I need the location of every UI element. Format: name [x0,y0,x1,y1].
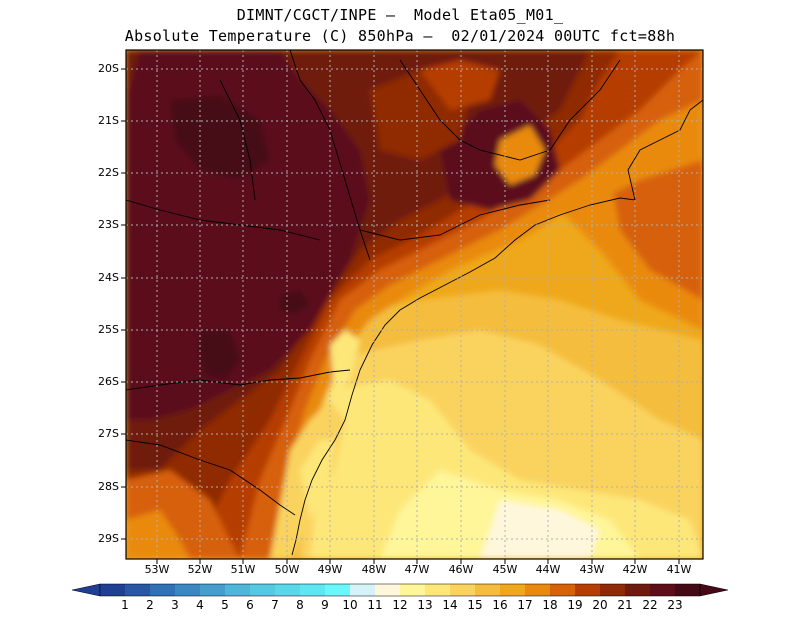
lon-label: 44W [535,563,561,576]
colorbar-label: 7 [271,598,279,612]
lon-label: 46W [448,563,474,576]
colorbar-swatch [575,584,601,596]
grid-lines [126,50,703,559]
lat-label: 28S [98,480,119,493]
title-line-2: Absolute Temperature (C) 850hPa — 02/01/… [124,27,676,45]
lat-label: 27S [98,427,119,440]
colorbar-label: 17 [517,598,533,612]
colorbar-label: 14 [442,598,458,612]
colorbar-swatch [675,584,701,596]
colorbar-label: 6 [246,598,254,612]
colorbar [71,583,729,597]
colorbar-label: 2 [146,598,154,612]
colorbar-swatch [325,584,351,596]
colorbar-swatch [100,584,126,596]
title-line-1: DIMNT/CGCT/INPE — Model Eta05_M01_ [236,6,564,24]
colorbar-swatch [650,584,676,596]
colorbar-label: 18 [542,598,558,612]
colorbar-swatch [175,584,201,596]
colorbar-label: 15 [467,598,483,612]
colorbar-swatch [500,584,526,596]
lon-label: 42W [622,563,648,576]
lon-label: 43W [579,563,605,576]
colorbar-swatch [200,584,226,596]
colorbar-swatch [150,584,176,596]
lon-label: 48W [361,563,387,576]
lat-label: 22S [98,166,119,179]
lat-label: 23S [98,218,119,231]
colorbar-label: 4 [196,598,204,612]
colorbar-label: 16 [492,598,508,612]
colorbar-right-arrow [699,583,729,597]
colorbar-swatch [550,584,576,596]
lon-label: 45W [492,563,518,576]
colorbar-label: 8 [296,598,304,612]
colorbar-swatch [625,584,651,596]
colorbar-label: 13 [417,598,433,612]
lat-label: 21S [98,114,119,127]
lon-label: 47W [404,563,430,576]
lon-label: 52W [187,563,213,576]
colorbar-label: 11 [367,598,383,612]
lat-label: 25S [98,323,119,336]
colorbar-swatch [525,584,551,596]
temperature-field [126,50,703,559]
axis-ticks [121,68,680,564]
colorbar-left-arrow [71,583,101,597]
map-frame [125,49,704,560]
colorbar-label: 3 [171,598,179,612]
colorbar-label: 19 [567,598,583,612]
colorbar-label: 9 [321,598,329,612]
lat-label: 29S [98,532,119,545]
colorbar-label: 1 [121,598,129,612]
colorbar-swatch [400,584,426,596]
lon-label: 51W [230,563,256,576]
lat-label: 20S [98,62,119,75]
lon-label: 50W [274,563,300,576]
lon-label: 41W [666,563,692,576]
colorbar-label: 22 [642,598,658,612]
colorbar-frame [99,583,701,597]
colorbar-swatch [375,584,401,596]
colorbar-swatch [600,584,626,596]
colorbar-label: 21 [617,598,633,612]
colorbar-label: 23 [667,598,683,612]
colorbar-swatch [225,584,251,596]
lon-label: 49W [317,563,343,576]
colorbar-swatch [275,584,301,596]
lon-label: 53W [144,563,170,576]
colorbar-swatch [425,584,451,596]
lat-label: 24S [98,271,119,284]
colorbar-swatch [125,584,151,596]
colorbar-label: 12 [392,598,408,612]
colorbar-label: 5 [221,598,229,612]
colorbar-swatch [475,584,501,596]
lat-label: 26S [98,375,119,388]
colorbar-swatch [450,584,476,596]
colorbar-swatch [250,584,276,596]
coastline [126,50,703,556]
colorbar-label: 10 [342,598,358,612]
colorbar-label: 20 [592,598,608,612]
colorbar-swatch [350,584,376,596]
colorbar-swatch [300,584,326,596]
